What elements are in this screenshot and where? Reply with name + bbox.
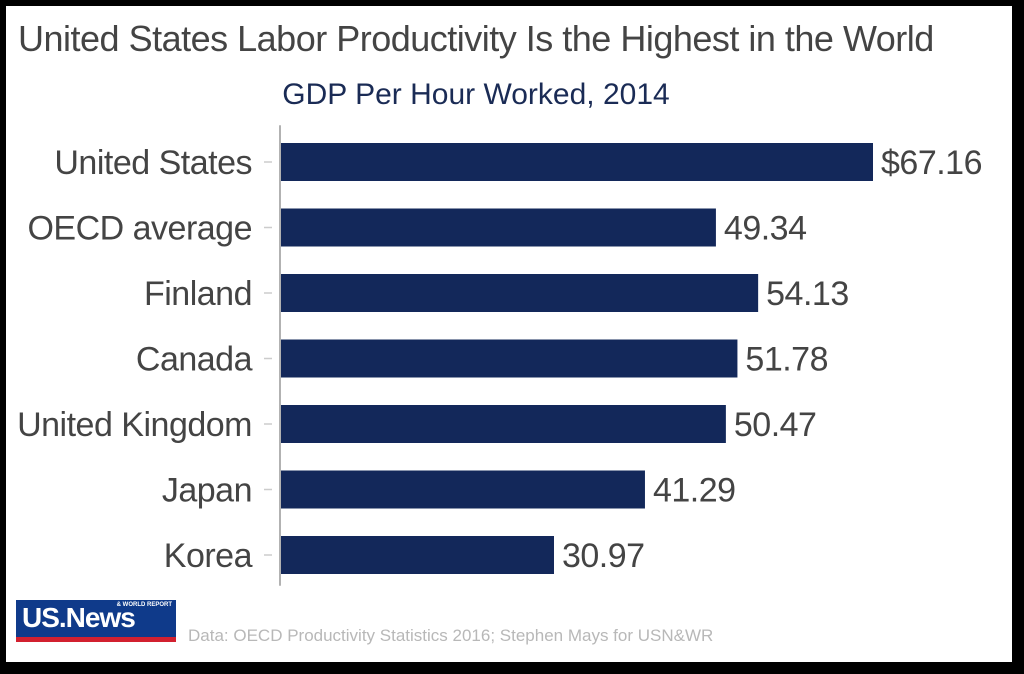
category-label: Canada — [136, 341, 253, 379]
category-label: Finland — [144, 275, 252, 313]
value-label: 54.13 — [766, 275, 849, 313]
category-label: United Kingdom — [17, 406, 252, 444]
chart-subtitle: GDP Per Hour Worked, 2014 — [282, 78, 670, 111]
value-label: $67.16 — [881, 144, 982, 182]
bar — [281, 274, 759, 312]
value-label: 30.97 — [562, 537, 645, 575]
bar — [281, 143, 873, 181]
bar — [281, 405, 726, 443]
category-label: OECD average — [27, 210, 252, 248]
value-label: 41.29 — [653, 472, 736, 510]
source-note: Data: OECD Productivity Statistics 2016;… — [188, 626, 714, 645]
bar — [281, 339, 738, 378]
bar-chart: United States $67.16 OECD average 49.34 Finl… — [17, 125, 983, 586]
value-label: 50.47 — [734, 406, 817, 444]
bar — [281, 208, 716, 247]
bar — [281, 470, 645, 509]
logo-text: US.News — [22, 602, 136, 633]
category-label: United States — [54, 144, 252, 182]
chart-title: United States Labor Productivity Is the … — [18, 18, 934, 59]
value-label: 51.78 — [745, 341, 828, 379]
chart-frame: United States Labor Productivity Is the … — [6, 6, 1012, 662]
value-label: 49.34 — [724, 210, 807, 248]
usnews-logo: US.News & WORLD REPORT — [16, 600, 176, 642]
logo-stripe — [16, 637, 176, 642]
bar — [281, 536, 554, 574]
logo-tagline: & WORLD REPORT — [116, 602, 172, 608]
category-label: Korea — [164, 537, 253, 575]
category-label: Japan — [162, 472, 252, 510]
